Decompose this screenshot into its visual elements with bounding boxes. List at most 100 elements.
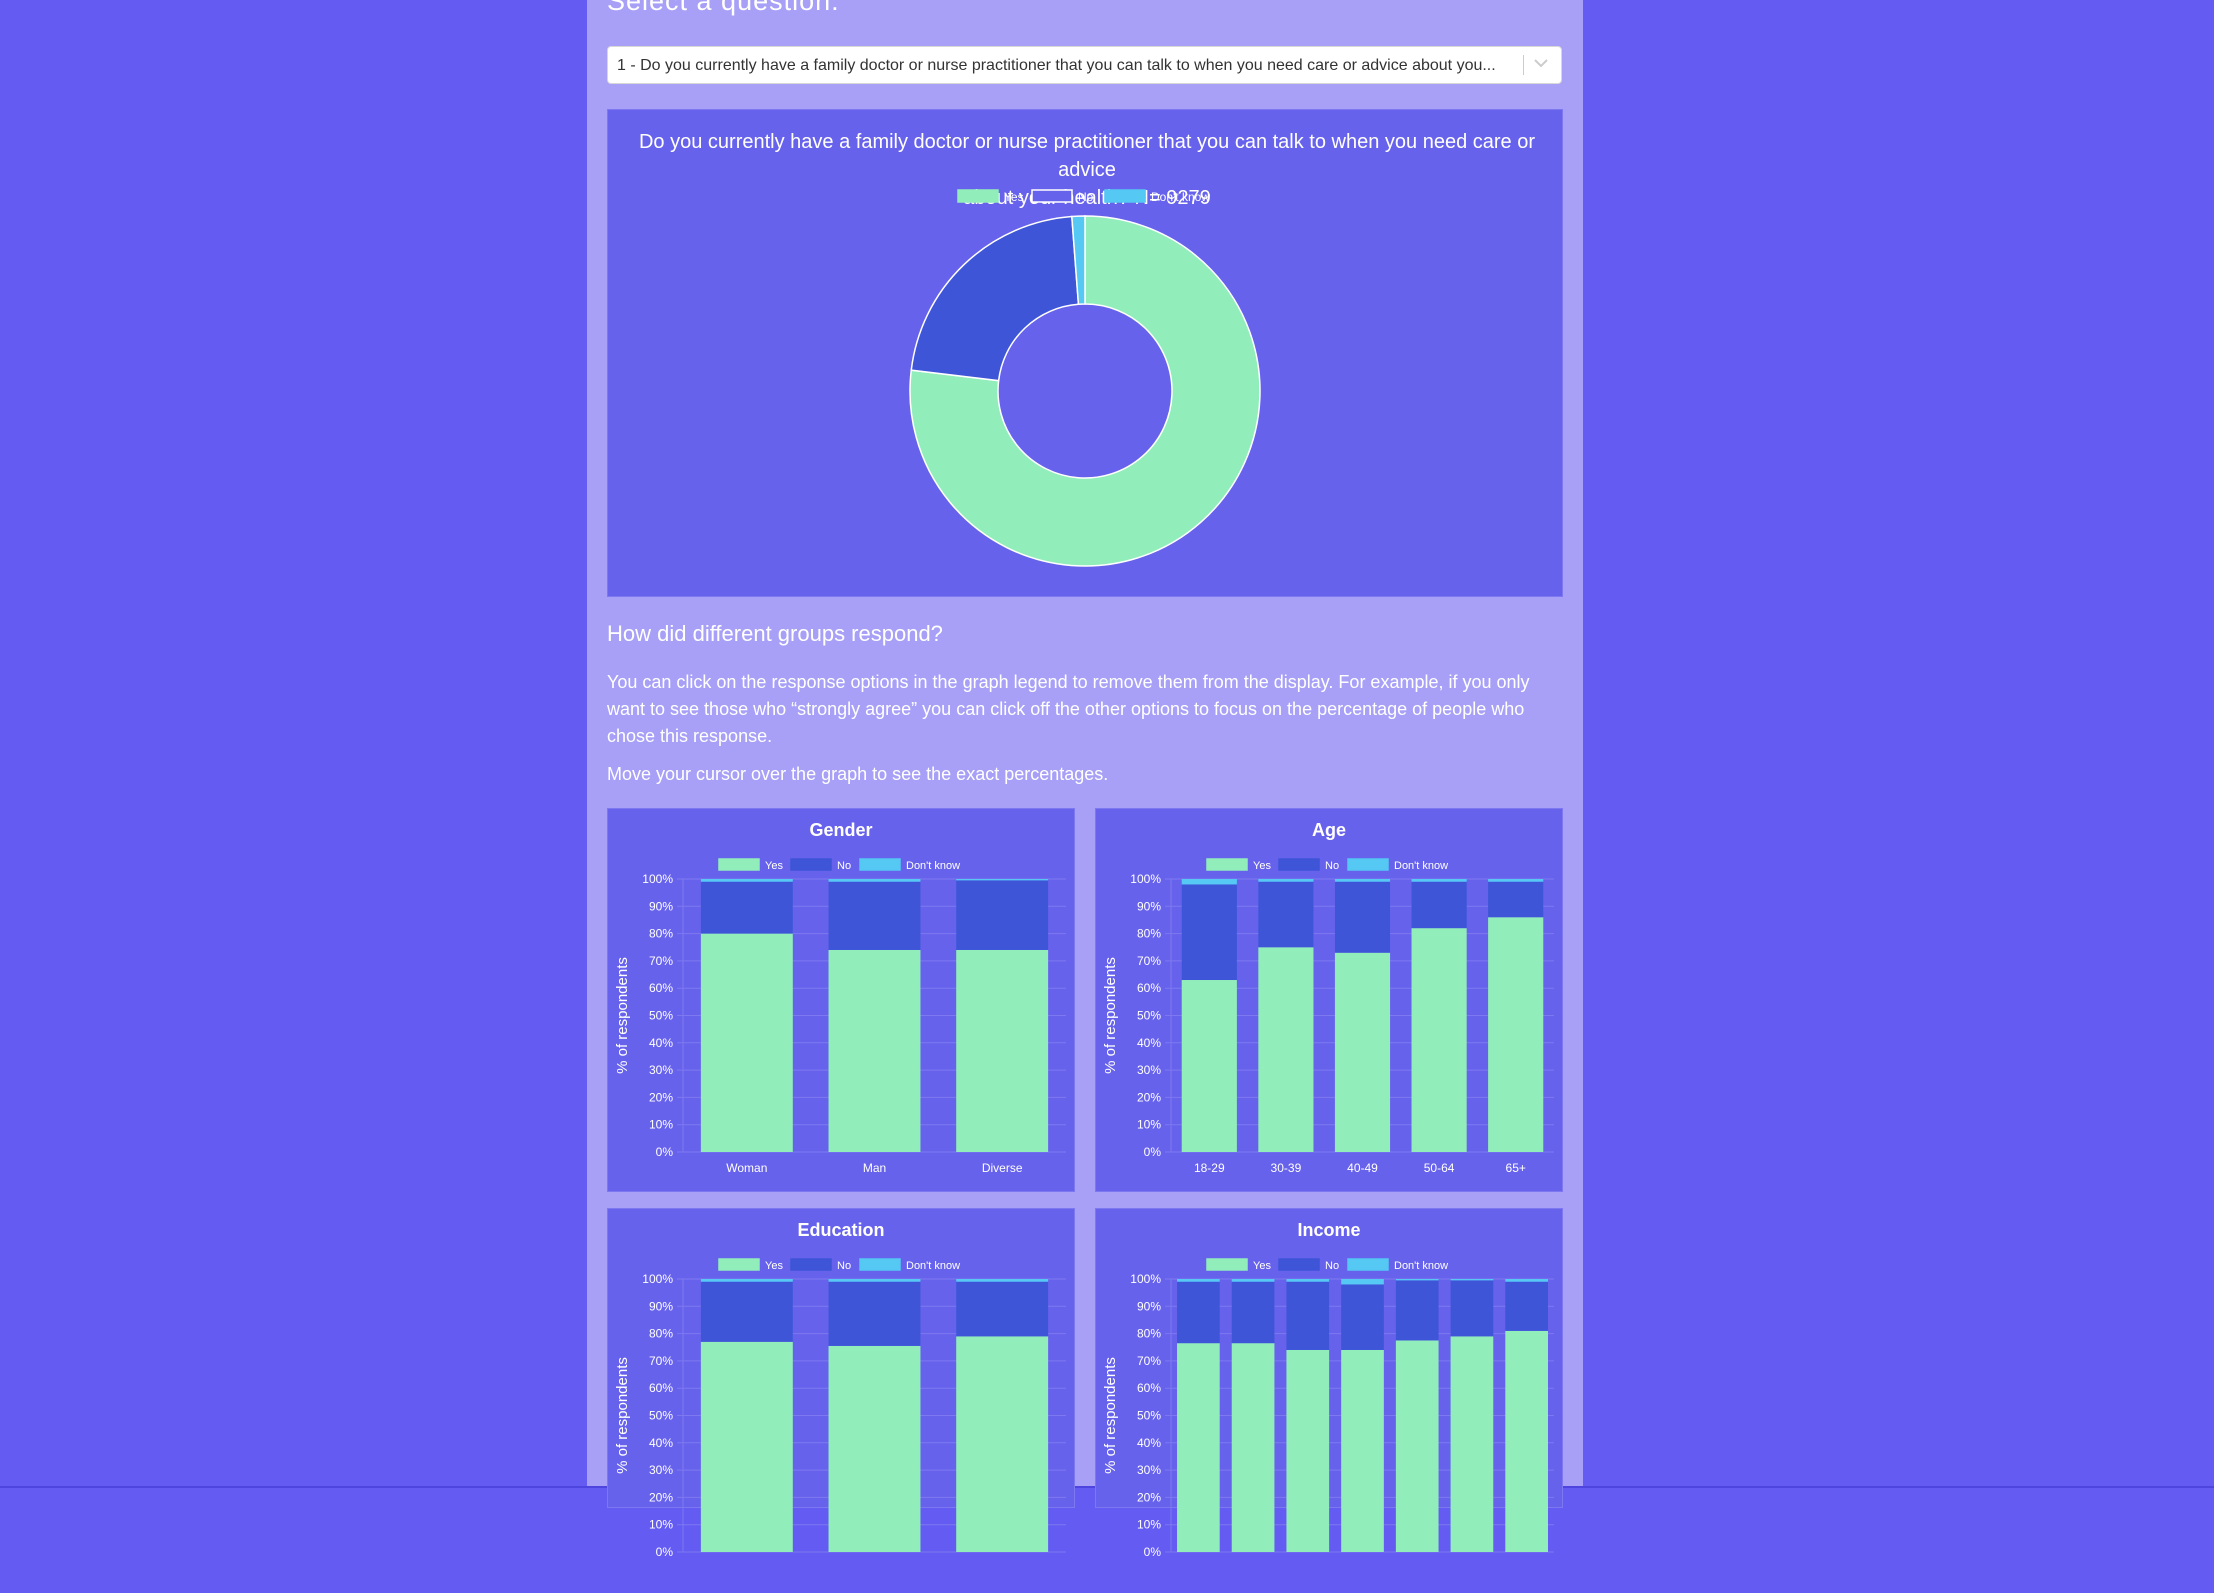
bar-yes-30-39[interactable] xyxy=(1258,947,1314,1152)
legend-label-no[interactable]: No xyxy=(1325,1260,1339,1272)
bar-yes-group-1[interactable] xyxy=(700,1341,793,1552)
bar-yes-group-3[interactable] xyxy=(1286,1349,1330,1552)
donut-slice-yes[interactable] xyxy=(909,215,1261,567)
legend-label-don-t-know[interactable]: Don't know xyxy=(906,860,960,872)
legend-swatch-no[interactable] xyxy=(1278,858,1320,871)
bar-no-65[interactable] xyxy=(1488,881,1544,918)
legend-swatch-yes[interactable] xyxy=(1206,858,1248,871)
bar-yes-group-7[interactable] xyxy=(1505,1330,1548,1552)
bar-don-t-know-group-2[interactable] xyxy=(828,1279,921,1282)
bar-yes-group-3[interactable] xyxy=(956,1336,1049,1552)
bar-yes-40-49[interactable] xyxy=(1334,952,1391,1152)
bar-don-t-know-group-3[interactable] xyxy=(1286,1279,1330,1282)
bar-yes-man[interactable] xyxy=(828,949,921,1152)
bar-don-t-know-man[interactable] xyxy=(828,879,921,882)
bar-yes-65[interactable] xyxy=(1488,917,1544,1152)
bar-yes-50-64[interactable] xyxy=(1411,928,1467,1152)
bar-don-t-know-group-2[interactable] xyxy=(1231,1279,1275,1282)
bar-yes-group-2[interactable] xyxy=(828,1345,921,1552)
legend-label-yes[interactable]: Yes xyxy=(1253,860,1271,872)
bar-no-40-49[interactable] xyxy=(1334,881,1391,953)
legend-label-don-t-know[interactable]: Don't know xyxy=(1394,860,1448,872)
x-tick-label: Woman xyxy=(726,1161,767,1175)
legend-label-don-t-know[interactable]: Don't know xyxy=(1151,190,1210,204)
education-chart[interactable]: Yes No Don't know 0% 10% 20% 30% 40% 50% 60% 70% 80… xyxy=(608,1209,1076,1593)
bar-don-t-know-group-1[interactable] xyxy=(700,1279,793,1282)
legend-swatch-no[interactable] xyxy=(1031,189,1073,203)
income-chart[interactable]: Yes No Don't know 0% 10% 20% 30% 40% 50% 60% 70% 80… xyxy=(1096,1209,1564,1593)
bar-don-t-know-30-39[interactable] xyxy=(1258,879,1314,882)
donut-slice-no[interactable] xyxy=(910,215,1080,382)
legend-label-don-t-know[interactable]: Don't know xyxy=(906,1260,960,1272)
legend-label-no[interactable]: No xyxy=(837,860,851,872)
groups-heading: How did different groups respond? xyxy=(607,621,943,646)
bar-don-t-know-diverse[interactable] xyxy=(956,879,1049,881)
legend-swatch-don-t-know[interactable] xyxy=(1347,1258,1389,1271)
legend-label-no[interactable]: No xyxy=(1325,860,1339,872)
legend-swatch-yes[interactable] xyxy=(718,1258,760,1271)
legend-swatch-don-t-know[interactable] xyxy=(1104,189,1146,203)
bar-no-group-5[interactable] xyxy=(1395,1280,1439,1341)
y-tick-label: 50% xyxy=(1137,1409,1161,1423)
donut-chart-title: Do you currently have a family doctor or… xyxy=(618,128,1556,212)
bar-no-group-2[interactable] xyxy=(1231,1281,1275,1344)
bar-yes-group-6[interactable] xyxy=(1450,1336,1494,1552)
legend-swatch-yes[interactable] xyxy=(957,189,999,203)
chevron-down-icon[interactable] xyxy=(1529,51,1553,75)
age-chart[interactable]: Yes No Don't know 0% 10% 20% 30% 40% 50% 60% 70% 80… xyxy=(1096,809,1564,1193)
legend-swatch-don-t-know[interactable] xyxy=(859,1258,901,1271)
bar-no-diverse[interactable] xyxy=(956,880,1049,950)
legend-swatch-no[interactable] xyxy=(790,858,832,871)
bar-no-group-6[interactable] xyxy=(1450,1280,1494,1337)
legend-label-no[interactable]: No xyxy=(837,1260,851,1272)
bar-no-group-7[interactable] xyxy=(1505,1281,1548,1331)
bar-no-group-4[interactable] xyxy=(1341,1284,1384,1350)
bar-no-18-29[interactable] xyxy=(1181,884,1237,981)
bar-yes-group-4[interactable] xyxy=(1341,1349,1384,1552)
bar-yes-group-2[interactable] xyxy=(1231,1343,1275,1552)
bar-don-t-know-40-49[interactable] xyxy=(1334,879,1391,882)
legend-label-don-t-know[interactable]: Don't know xyxy=(1394,1260,1448,1272)
donut-slice-don-t-know[interactable] xyxy=(1071,215,1086,306)
bar-no-50-64[interactable] xyxy=(1411,881,1467,929)
bar-don-t-know-group-7[interactable] xyxy=(1505,1279,1548,1282)
gender-chart[interactable]: Yes No Don't know 0% 10% 20% 30% 40% 50% 60% 70% 80… xyxy=(608,809,1076,1193)
legend-label-yes[interactable]: Yes xyxy=(765,860,783,872)
bar-no-group-3[interactable] xyxy=(956,1281,1049,1337)
bar-yes-woman[interactable] xyxy=(700,933,793,1152)
bar-don-t-know-group-6[interactable] xyxy=(1450,1279,1494,1281)
legend-swatch-yes[interactable] xyxy=(718,858,760,871)
bar-don-t-know-18-29[interactable] xyxy=(1181,879,1237,885)
bar-don-t-know-woman[interactable] xyxy=(700,879,793,882)
bar-yes-18-29[interactable] xyxy=(1181,980,1237,1152)
legend-label-no[interactable]: No xyxy=(1078,190,1094,204)
y-tick-label: 0% xyxy=(656,1145,674,1159)
bar-don-t-know-group-5[interactable] xyxy=(1395,1279,1439,1281)
bar-don-t-know-50-64[interactable] xyxy=(1411,879,1467,882)
bar-don-t-know-65[interactable] xyxy=(1488,879,1544,882)
bar-yes-group-5[interactable] xyxy=(1395,1340,1439,1552)
legend-swatch-don-t-know[interactable] xyxy=(1347,858,1389,871)
bar-no-group-2[interactable] xyxy=(828,1281,921,1346)
legend-label-yes[interactable]: Yes xyxy=(765,1260,783,1272)
legend-swatch-don-t-know[interactable] xyxy=(859,858,901,871)
bar-no-woman[interactable] xyxy=(700,881,793,934)
legend-swatch-no[interactable] xyxy=(790,1258,832,1271)
legend-label-yes[interactable]: Yes xyxy=(1004,190,1024,204)
legend-swatch-yes[interactable] xyxy=(1206,1258,1248,1271)
y-tick-label: 10% xyxy=(649,1118,673,1132)
bar-yes-diverse[interactable] xyxy=(956,949,1049,1152)
bar-don-t-know-group-1[interactable] xyxy=(1177,1279,1220,1282)
legend-swatch-no[interactable] xyxy=(1278,1258,1320,1271)
bar-no-group-1[interactable] xyxy=(1177,1281,1220,1344)
question-select[interactable]: 1 - Do you currently have a family docto… xyxy=(607,46,1562,84)
donut-chart[interactable]: Yes No Don't know xyxy=(608,110,1564,598)
bar-don-t-know-group-4[interactable] xyxy=(1341,1279,1384,1285)
bar-no-group-1[interactable] xyxy=(700,1281,793,1342)
bar-no-30-39[interactable] xyxy=(1258,881,1314,948)
bar-no-group-3[interactable] xyxy=(1286,1281,1330,1350)
bar-yes-group-1[interactable] xyxy=(1177,1343,1220,1552)
bar-no-man[interactable] xyxy=(828,881,921,950)
bar-don-t-know-group-3[interactable] xyxy=(956,1279,1049,1282)
legend-label-yes[interactable]: Yes xyxy=(1253,1260,1271,1272)
